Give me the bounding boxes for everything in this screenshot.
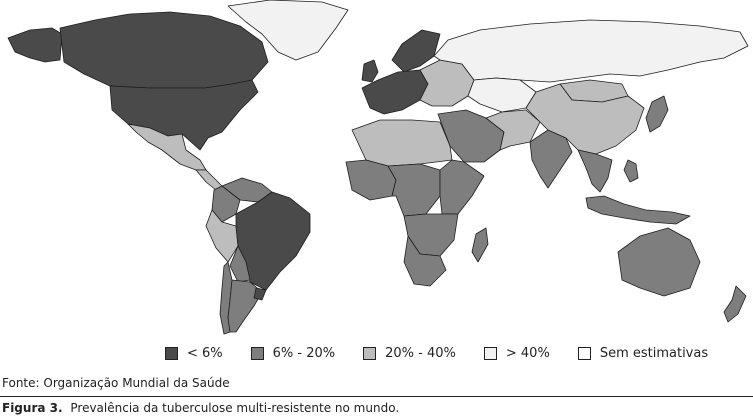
- region-south-africa: [403, 235, 447, 287]
- region-japan: [645, 95, 669, 133]
- region-central-africa: [387, 163, 441, 217]
- region-uruguay: [253, 287, 267, 301]
- legend-item-no-estimate: Sem estimativas: [577, 346, 709, 361]
- region-kazakhstan: [467, 77, 537, 113]
- region-canada: [59, 11, 269, 89]
- region-india: [529, 129, 573, 189]
- region-australia: [617, 227, 701, 297]
- legend-swatch: [250, 347, 264, 360]
- caption-divider: [0, 396, 753, 397]
- map-legend: < 6% 6% - 20% 20% - 40% > 40% Sem estima…: [165, 346, 708, 361]
- world-map: [7, 0, 749, 335]
- region-alaska: [7, 27, 63, 63]
- region-new-zealand: [723, 285, 747, 323]
- legend-item-dark: 6% - 20%: [250, 346, 336, 361]
- region-russia: [433, 19, 749, 83]
- legend-item-light: 20% - 40%: [363, 346, 456, 361]
- legend-item-very-dark: < 6%: [165, 346, 223, 361]
- region-uk: [361, 59, 379, 83]
- region-philippines: [623, 159, 639, 183]
- region-north-africa: [351, 119, 453, 167]
- region-argentina: [227, 279, 263, 333]
- legend-label: < 6%: [187, 346, 223, 361]
- region-southeast-asia: [577, 149, 613, 193]
- region-greenland: [227, 0, 349, 61]
- legend-swatch: [483, 347, 497, 360]
- region-central-america: [195, 169, 223, 191]
- region-peru: [205, 209, 239, 263]
- legend-label: Sem estimativas: [599, 346, 709, 361]
- legend-swatch: [363, 347, 377, 360]
- legend-label: 6% - 20%: [272, 346, 336, 361]
- region-madagascar: [471, 227, 489, 263]
- region-east-africa: [439, 159, 485, 215]
- region-china: [525, 83, 645, 155]
- source-note: Fonte: Organização Mundial da Saúde: [2, 376, 230, 390]
- region-indonesia: [585, 195, 691, 225]
- legend-label: 20% - 40%: [385, 346, 456, 361]
- legend-swatch: [165, 347, 178, 360]
- caption-text: Prevalência da tuberculose multi-resiste…: [70, 401, 400, 415]
- figure-caption: Figura 3. Prevalência da tuberculose mul…: [2, 401, 399, 415]
- legend-swatch: [577, 347, 591, 360]
- caption-label: Figura 3.: [2, 401, 63, 415]
- legend-label: > 40%: [505, 346, 550, 361]
- legend-item-very-light: > 40%: [483, 346, 550, 361]
- region-usa: [109, 79, 259, 151]
